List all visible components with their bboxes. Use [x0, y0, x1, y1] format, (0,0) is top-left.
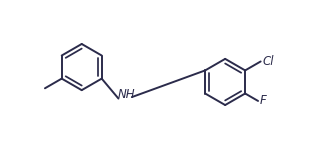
Text: NH: NH: [118, 88, 136, 101]
Text: Cl: Cl: [262, 55, 274, 68]
Text: F: F: [259, 94, 266, 107]
